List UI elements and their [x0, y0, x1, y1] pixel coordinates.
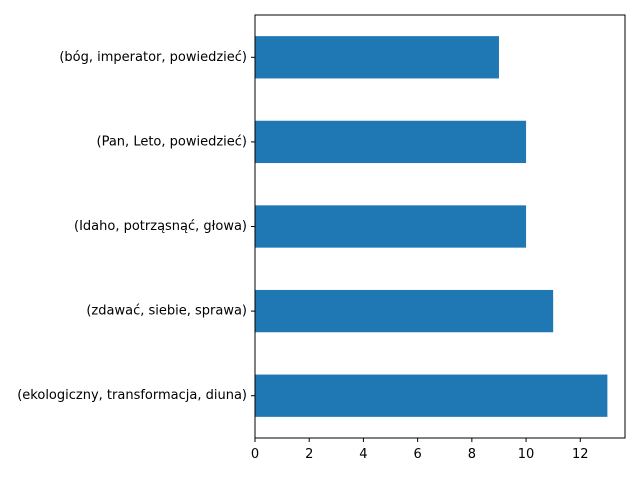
bars-group — [255, 36, 608, 417]
x-tick-label-3: 6 — [413, 447, 421, 462]
bar-4 — [255, 374, 608, 417]
y-tick-label-0: (bóg, imperator, powiedzieć) — [59, 50, 247, 65]
x-tick-label-4: 8 — [468, 447, 476, 462]
y-axis: (bóg, imperator, powiedzieć) (Pan, Leto, … — [17, 50, 255, 403]
y-tick-label-1: (Pan, Leto, powiedzieć) — [97, 134, 247, 149]
x-tick-label-2: 4 — [359, 447, 367, 462]
y-tick-label-2: (Idaho, potrząsnąć, głowa) — [74, 219, 247, 234]
x-tick-label-0: 0 — [251, 447, 259, 462]
x-axis: 0 2 4 6 8 10 12 — [251, 438, 589, 462]
y-tick-label-4: (ekologiczny, transformacja, diuna) — [17, 388, 247, 403]
x-tick-label-5: 10 — [518, 447, 535, 462]
bar-0 — [255, 36, 499, 79]
bar-2 — [255, 205, 527, 248]
x-tick-label-6: 12 — [572, 447, 589, 462]
y-tick-label-3: (zdawać, siebie, sprawa) — [86, 304, 247, 319]
bar-1 — [255, 120, 527, 164]
bar-3 — [255, 289, 554, 333]
x-tick-label-1: 2 — [305, 447, 313, 462]
